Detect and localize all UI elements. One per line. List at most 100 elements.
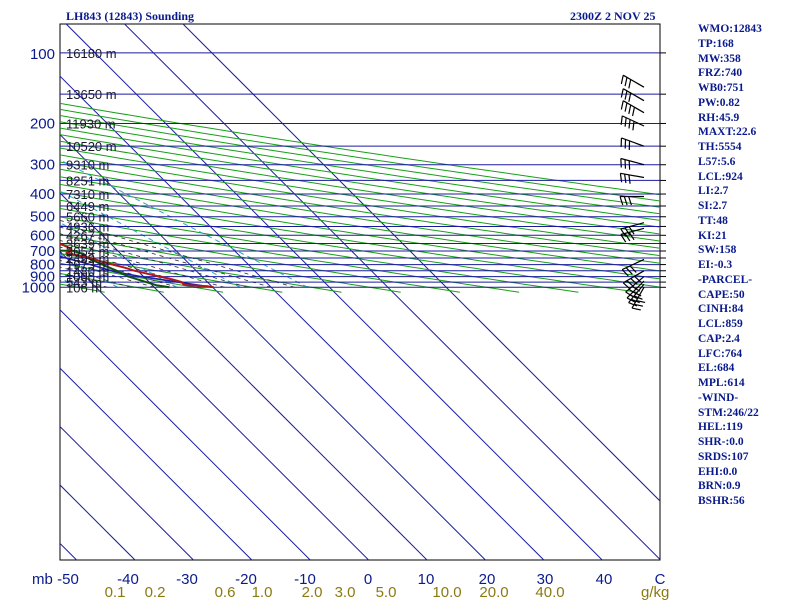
height-label: 4267 m [66,228,109,243]
temperature-tick: 10 [418,571,435,588]
moist-adiabat [60,246,202,288]
wind-barb [620,222,645,237]
index-item: MPL:614 [698,377,745,389]
profiles [60,243,215,289]
dry-adiabat [60,199,638,293]
temperature-tick: -30 [176,571,198,588]
temperature-tick: 40 [596,571,613,588]
plot-frame [59,23,661,561]
dry-adiabat [60,134,660,228]
wind-barb [625,276,645,298]
wind-barb [620,100,645,117]
wind-barb [620,115,645,131]
isotherm-line [60,309,311,560]
index-item: BSHR:56 [698,495,745,507]
pressure-label: 1000 [22,279,55,296]
isotherm-line [60,133,486,560]
wind-barb [622,270,645,290]
mixing-ratio-label: 10.0 [432,584,461,600]
height-label: 2499 m [66,251,109,266]
pressure-label: 900 [30,269,55,286]
pressure-label: 600 [30,227,55,244]
wind-barb [619,172,645,184]
height-label: 4936 m [66,219,109,234]
dry-adiabat [60,161,660,257]
height-label: 3639 m [66,236,109,251]
height-label: 9310 m [66,158,109,173]
index-item: SHR-:0.0 [698,436,744,448]
height-label: 11930 m [66,117,116,132]
dry-adiabat [60,147,660,242]
dry-adiabat [60,176,660,272]
pressure-label: 400 [30,186,55,203]
dry-adiabat [60,140,660,235]
height-label: 8251 m [66,173,109,188]
mixing-unit-label: g/kg [641,584,669,600]
wind-barb [621,258,645,277]
temperature-tick: -50 [57,571,79,588]
height-label: 106 m [66,280,102,295]
dry-adiabat [60,114,660,208]
wind-barbs [619,74,646,311]
isotherm-line [182,24,660,502]
height-label: 1480 m [66,264,109,279]
moist-adiabat [60,233,248,288]
pressure-label: 200 [30,116,55,133]
mixing-ratio-label: 0.6 [215,584,236,600]
temperature-tick: -10 [294,571,316,588]
temperature-tick: C [655,571,666,588]
index-item: -PARCEL- [698,273,753,286]
sounding-indices: WMO:12843 TP:168 MW:358 FRZ:740 WB0:751 PW:0.… [698,22,798,509]
isotherm-line [60,75,545,560]
temperature-tick: 0 [364,571,372,588]
index-item: SI:2.7 [698,200,728,212]
index-item: EL:684 [698,362,735,375]
dry-adiabat [60,168,660,264]
index-item: LFC:764 [698,347,743,360]
dry-adiabat [60,127,660,221]
index-item: KI:21 [698,229,727,242]
height-label: 16180 m [66,46,117,61]
temperature-tick: -40 [117,571,139,588]
index-item: TH:5554 [698,141,742,153]
index-item: MW:358 [698,52,741,65]
height-label: 3054 m [66,244,109,259]
index-item: BRN:0.9 [698,480,741,493]
index-item: EI:-0.3 [698,259,733,271]
index-item: STM:246/22 [698,406,759,419]
pressure-label: 300 [30,157,55,174]
temperature-tick: -20 [235,571,257,588]
index-item: -WIND- [698,391,739,404]
index-item: FRZ:740 [698,67,743,80]
mixing-ratio-label: 0.2 [145,584,166,600]
index-item: LCL:924 [698,170,743,183]
dry-adiabat [60,216,520,293]
dewpoint-profile-line [60,249,170,289]
dry-adiabat [60,154,660,249]
index-item: WB0:751 [698,82,744,94]
moist-adiabat [60,219,295,288]
background-lines [60,24,660,560]
dry-adiabat [60,243,342,293]
isotherm-line [65,24,603,560]
mixing-ratio-line [60,190,241,288]
isotherm-line [124,24,660,560]
moist-adiabat [60,226,272,288]
wind-barb [619,195,644,206]
index-item: PW:0.82 [698,96,740,109]
parcel-profile-line [60,255,213,289]
dry-adiabat [60,234,401,293]
height-label: 5660 m [66,210,109,225]
index-item: WMO:12843 [698,23,762,35]
mixing-ratio-label: 40.0 [535,584,564,600]
temperature-tick: 30 [537,571,554,588]
dry-adiabat [60,102,660,196]
height-label: 543 m [66,275,102,290]
height-label: 1000 m [66,270,109,285]
index-item: TP:168 [698,37,734,50]
mixing-ratio-label: 20.0 [479,584,508,600]
index-item: SW:158 [698,244,737,257]
pressure-label: 100 [30,46,55,63]
